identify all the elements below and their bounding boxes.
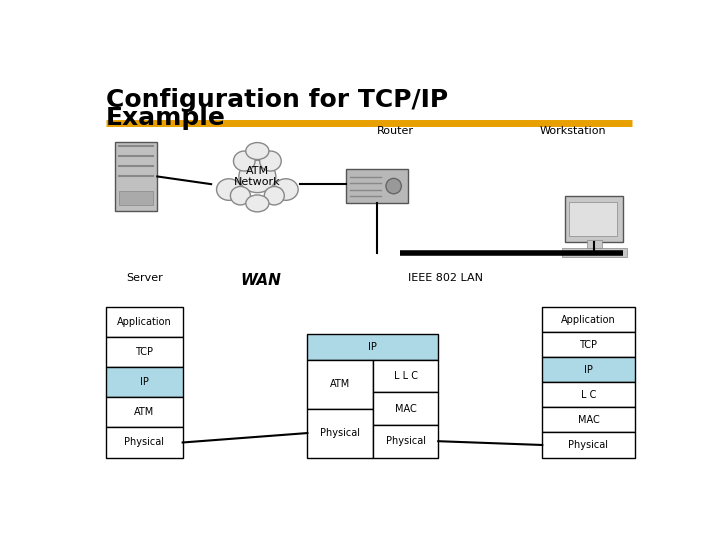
Bar: [106, 397, 183, 428]
Text: L C: L C: [581, 390, 596, 400]
Text: Physical: Physical: [569, 440, 608, 450]
Ellipse shape: [274, 179, 298, 200]
Bar: [307, 409, 373, 457]
Text: Application: Application: [561, 315, 616, 325]
Text: Server: Server: [126, 273, 163, 283]
Bar: [373, 392, 438, 425]
Text: ATM
Network: ATM Network: [234, 166, 281, 187]
Bar: [307, 334, 438, 360]
Text: Physical: Physical: [124, 437, 164, 448]
Bar: [106, 338, 183, 367]
Bar: [542, 333, 634, 357]
Text: L L C: L L C: [394, 371, 418, 381]
Ellipse shape: [264, 186, 284, 205]
Bar: [542, 408, 634, 433]
Text: Example: Example: [106, 106, 225, 130]
Bar: [106, 367, 183, 397]
Text: MAC: MAC: [395, 403, 416, 414]
Bar: [570, 202, 617, 236]
Bar: [542, 307, 634, 333]
Ellipse shape: [260, 151, 282, 171]
Ellipse shape: [233, 151, 255, 171]
Bar: [106, 428, 183, 457]
Text: IP: IP: [584, 365, 593, 375]
Text: IP: IP: [140, 377, 148, 387]
Ellipse shape: [246, 143, 269, 159]
Text: Physical: Physical: [320, 428, 360, 438]
Bar: [587, 240, 603, 248]
Text: WAN: WAN: [240, 273, 282, 288]
Text: Workstation: Workstation: [540, 126, 606, 137]
Ellipse shape: [217, 179, 241, 200]
Bar: [542, 433, 634, 457]
Text: TCP: TCP: [580, 340, 598, 350]
Text: Configuration for TCP/IP: Configuration for TCP/IP: [106, 88, 448, 112]
Bar: [119, 191, 153, 205]
Bar: [307, 360, 373, 409]
Text: Physical: Physical: [386, 436, 426, 446]
Ellipse shape: [246, 195, 269, 212]
Text: Router: Router: [377, 126, 414, 137]
Ellipse shape: [230, 186, 251, 205]
Text: IP: IP: [369, 342, 377, 352]
Bar: [542, 382, 634, 408]
Ellipse shape: [239, 160, 276, 193]
Bar: [565, 195, 623, 242]
Bar: [373, 360, 438, 392]
Text: IEEE 802 LAN: IEEE 802 LAN: [408, 273, 484, 283]
Bar: [115, 142, 157, 211]
Bar: [106, 307, 183, 338]
Bar: [346, 169, 408, 204]
Text: Application: Application: [117, 318, 171, 327]
Text: ATM: ATM: [330, 379, 350, 389]
Ellipse shape: [386, 178, 401, 194]
Text: MAC: MAC: [577, 415, 599, 425]
Text: TCP: TCP: [135, 347, 153, 357]
Bar: [373, 425, 438, 457]
Bar: [562, 248, 627, 257]
Text: ATM: ATM: [134, 408, 154, 417]
Bar: [542, 357, 634, 382]
